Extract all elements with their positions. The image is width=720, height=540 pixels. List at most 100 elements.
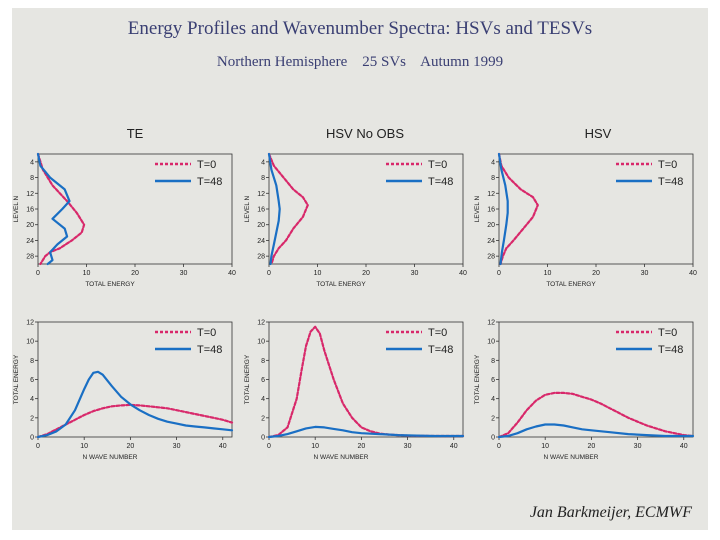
y-tick-label: 20 [257, 222, 265, 229]
chart-title: TE [127, 126, 144, 141]
y-tick-label: 24 [257, 238, 265, 245]
author-credit: Jan Barkmeijer, ECMWF [529, 504, 692, 521]
y-tick-label: 20 [26, 222, 34, 229]
legend-label: T=0 [658, 159, 677, 171]
series-line-t0 [267, 152, 309, 266]
series-line-t48 [36, 370, 234, 439]
legend-label: T=0 [197, 327, 216, 339]
x-tick-label: 10 [311, 443, 319, 450]
y-tick-label: 24 [26, 238, 34, 245]
legend-label: T=48 [658, 176, 683, 188]
y-tick-label: 2 [491, 415, 495, 422]
chart-5: 0 10 20 30 40 0 2 4 6 8 10 12 N WAVE NUMBER TOTAL ENE… [244, 320, 465, 461]
x-tick-label: 40 [228, 270, 236, 277]
x-tick-label: 40 [459, 270, 467, 277]
y-tick-label: 28 [257, 254, 265, 261]
x-axis-label: N WAVE NUMBER [544, 454, 599, 461]
y-tick-label: 16 [26, 207, 34, 214]
legend-label: T=0 [658, 327, 677, 339]
y-tick-label: 6 [261, 377, 265, 384]
legend-label: T=0 [197, 159, 216, 171]
y-axis-label: LEVEL N [474, 195, 481, 222]
plot-frame [268, 321, 464, 438]
legend-label: T=48 [428, 176, 453, 188]
y-tick-label: 0 [30, 435, 34, 442]
x-tick-label: 30 [634, 443, 642, 450]
slide-title: Energy Profiles and Wavenumber Spectra: … [127, 18, 593, 39]
x-axis-label: N WAVE NUMBER [83, 454, 138, 461]
y-tick-label: 12 [257, 320, 265, 327]
x-tick-label: 40 [680, 443, 688, 450]
x-tick-label: 0 [497, 443, 501, 450]
y-tick-label: 8 [30, 175, 34, 182]
y-axis-label: TOTAL ENERGY [244, 354, 251, 404]
x-tick-label: 10 [541, 443, 549, 450]
series-line-t48 [497, 152, 509, 266]
y-tick-label: 20 [487, 222, 495, 229]
x-tick-label: 30 [641, 270, 649, 277]
x-tick-label: 0 [497, 270, 501, 277]
y-tick-label: 6 [491, 377, 495, 384]
series-line-t48 [36, 152, 71, 266]
x-tick-label: 10 [314, 270, 322, 277]
series-line-t0 [36, 403, 234, 439]
chart-title: HSV No OBS [326, 126, 404, 141]
x-tick-label: 30 [404, 443, 412, 450]
y-tick-label: 12 [257, 191, 265, 198]
y-tick-label: 4 [261, 396, 265, 403]
legend-label: T=0 [428, 327, 447, 339]
x-tick-label: 0 [36, 270, 40, 277]
x-tick-label: 10 [83, 270, 91, 277]
y-axis-label: TOTAL ENERGY [474, 354, 481, 404]
series-line-t0 [497, 391, 695, 439]
x-tick-label: 20 [592, 270, 600, 277]
y-tick-label: 10 [26, 339, 34, 346]
y-tick-label: 2 [30, 415, 34, 422]
x-tick-label: 10 [80, 443, 88, 450]
y-tick-label: 0 [491, 435, 495, 442]
y-tick-label: 10 [487, 339, 495, 346]
series-line-t48 [267, 425, 465, 439]
x-axis-label: TOTAL ENERGY [316, 281, 366, 288]
y-tick-label: 4 [30, 396, 34, 403]
y-tick-label: 28 [26, 254, 34, 261]
y-tick-label: 12 [26, 320, 34, 327]
x-tick-label: 30 [173, 443, 181, 450]
y-tick-label: 10 [257, 339, 265, 346]
x-tick-label: 40 [689, 270, 697, 277]
slide-subtitle: Northern Hemisphere 25 SVs Autumn 1999 [216, 54, 504, 70]
x-tick-label: 40 [219, 443, 227, 450]
x-tick-label: 20 [126, 443, 134, 450]
chart-4: 0 10 20 30 40 0 2 4 6 8 10 12 N WAVE NUMBER TOTAL ENE… [13, 320, 234, 461]
y-tick-label: 8 [491, 175, 495, 182]
y-axis-label: TOTAL ENERGY [13, 354, 20, 404]
y-tick-label: 0 [261, 435, 265, 442]
y-tick-label: 24 [487, 238, 495, 245]
x-tick-label: 10 [544, 270, 552, 277]
y-axis-label: LEVEL N [13, 195, 20, 222]
legend-label: T=48 [197, 344, 222, 356]
y-tick-label: 8 [261, 175, 265, 182]
x-tick-label: 30 [180, 270, 188, 277]
chart-title: HSV [585, 126, 612, 141]
y-tick-label: 8 [261, 358, 265, 365]
plot-frame [37, 321, 233, 438]
y-tick-label: 4 [491, 159, 495, 166]
y-tick-label: 16 [487, 207, 495, 214]
plot-frame [498, 321, 694, 438]
y-tick-label: 12 [26, 191, 34, 198]
x-tick-label: 0 [36, 443, 40, 450]
x-axis-label: N WAVE NUMBER [314, 454, 369, 461]
y-tick-label: 8 [30, 358, 34, 365]
slide: Energy Profiles and Wavenumber Spectra: … [12, 8, 708, 530]
y-axis-label: LEVEL N [244, 195, 251, 222]
y-tick-label: 12 [487, 320, 495, 327]
y-tick-label: 6 [30, 377, 34, 384]
chart-2: HSV No OBS 0 10 20 30 40 4 8 12 16 20 24 28 TOTAL ENE… [244, 126, 467, 288]
y-tick-label: 12 [487, 191, 495, 198]
x-tick-label: 20 [131, 270, 139, 277]
legend-label: T=48 [197, 176, 222, 188]
y-tick-label: 8 [491, 358, 495, 365]
series-line-t0 [497, 152, 539, 266]
